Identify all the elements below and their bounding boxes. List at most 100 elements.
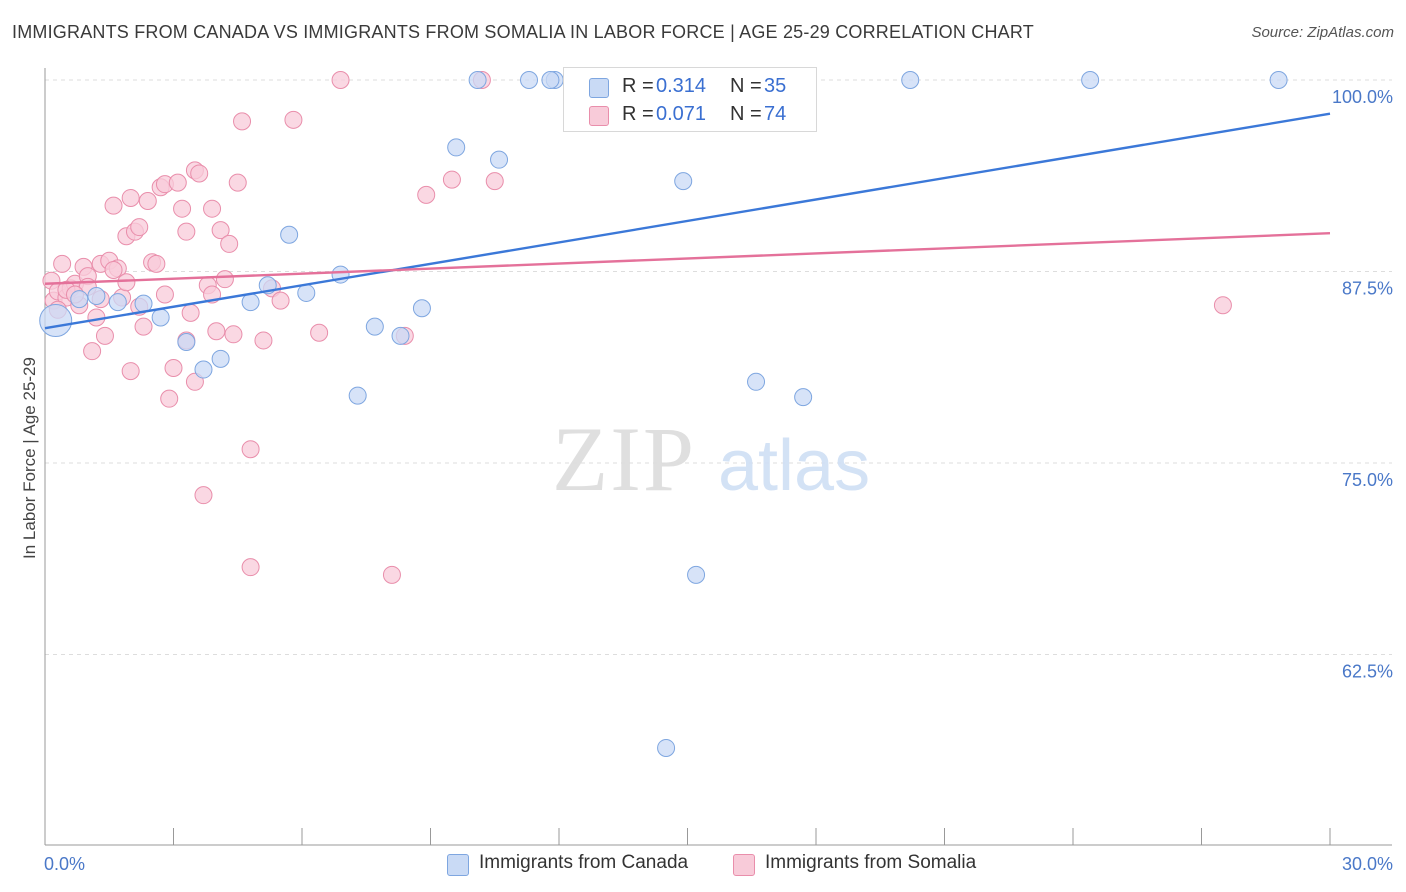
- legend-n-label: N =: [730, 75, 762, 97]
- somalia-point[interactable]: [134, 317, 153, 336]
- canada-point[interactable]: [674, 172, 693, 191]
- legend-r-value-somalia: 0.071: [656, 103, 707, 125]
- legend-row-somalia: R = 0.071 N = 74: [564, 100, 816, 130]
- canada-point[interactable]: [297, 283, 316, 302]
- somalia-point[interactable]: [173, 199, 192, 218]
- canada-point[interactable]: [151, 308, 170, 327]
- legend-swatch-canada: [447, 854, 469, 876]
- somalia-point[interactable]: [241, 440, 260, 459]
- watermark: ZIP atlas: [552, 408, 870, 510]
- canada-point[interactable]: [520, 71, 539, 89]
- somalia-point[interactable]: [442, 170, 461, 189]
- somalia-point[interactable]: [241, 558, 260, 577]
- somalia-point[interactable]: [211, 221, 230, 240]
- canada-point[interactable]: [87, 287, 106, 306]
- somalia-point[interactable]: [95, 326, 114, 345]
- somalia-point[interactable]: [121, 362, 140, 381]
- legend-r-label: R =: [622, 103, 654, 125]
- legend-n-label: N =: [730, 103, 762, 125]
- somalia-point[interactable]: [147, 254, 166, 273]
- legend-swatch-somalia: [589, 106, 609, 126]
- somalia-points: [42, 71, 1232, 584]
- somalia-point[interactable]: [121, 188, 140, 207]
- canada-point[interactable]: [365, 317, 384, 336]
- canada-point[interactable]: [794, 388, 813, 407]
- canada-point[interactable]: [391, 326, 410, 345]
- canada-point[interactable]: [447, 138, 466, 157]
- somalia-point[interactable]: [138, 192, 157, 211]
- somalia-point[interactable]: [207, 322, 226, 341]
- canada-point[interactable]: [70, 290, 89, 309]
- somalia-point[interactable]: [485, 172, 504, 191]
- somalia-point[interactable]: [104, 196, 123, 215]
- somalia-point[interactable]: [168, 173, 187, 192]
- somalia-point[interactable]: [215, 270, 234, 289]
- canada-point[interactable]: [280, 225, 299, 244]
- y-tick-label: 62.5%: [1342, 662, 1393, 682]
- somalia-point[interactable]: [194, 486, 213, 505]
- somalia-point[interactable]: [228, 173, 247, 192]
- stats-legend: R = 0.314 N = 35 R = 0.071 N = 74: [563, 67, 817, 132]
- canada-point[interactable]: [687, 565, 706, 584]
- somalia-point[interactable]: [203, 199, 222, 218]
- somalia-point[interactable]: [181, 303, 200, 322]
- somalia-point[interactable]: [155, 285, 174, 304]
- somalia-point[interactable]: [130, 218, 149, 237]
- somalia-point[interactable]: [220, 234, 239, 253]
- canada-point[interactable]: [1269, 71, 1288, 89]
- somalia-point[interactable]: [233, 112, 252, 131]
- legend-swatch-canada: [589, 78, 609, 98]
- somalia-point[interactable]: [53, 254, 72, 273]
- somalia-point[interactable]: [254, 331, 273, 350]
- legend-label-canada: Immigrants from Canada: [479, 852, 689, 873]
- somalia-point[interactable]: [224, 325, 243, 344]
- y-tick-labels: 62.5% 75.0% 87.5% 100.0%: [1332, 87, 1393, 682]
- somalia-point[interactable]: [271, 291, 290, 310]
- canada-point[interactable]: [177, 332, 196, 351]
- somalia-point[interactable]: [117, 273, 136, 292]
- somalia-point[interactable]: [104, 260, 123, 279]
- somalia-point[interactable]: [382, 565, 401, 584]
- chart-title: IMMIGRANTS FROM CANADA VS IMMIGRANTS FRO…: [12, 22, 1034, 42]
- canada-point[interactable]: [1081, 71, 1100, 89]
- somalia-point[interactable]: [164, 359, 183, 378]
- canada-point[interactable]: [412, 299, 431, 318]
- canada-point[interactable]: [657, 738, 676, 757]
- somalia-point[interactable]: [284, 110, 303, 129]
- canada-point[interactable]: [348, 386, 367, 405]
- somalia-point[interactable]: [190, 164, 209, 183]
- canada-point[interactable]: [747, 372, 766, 391]
- canada-point[interactable]: [468, 71, 487, 89]
- y-tick-label: 75.0%: [1342, 470, 1393, 490]
- canada-point[interactable]: [541, 71, 560, 89]
- canada-point[interactable]: [194, 360, 213, 379]
- somalia-point[interactable]: [310, 323, 329, 342]
- legend-row-canada: R = 0.314 N = 35: [564, 72, 816, 102]
- trend-lines: [44, 112, 1331, 330]
- somalia-point[interactable]: [83, 342, 102, 361]
- somalia-point[interactable]: [160, 389, 179, 408]
- canada-point[interactable]: [490, 150, 509, 169]
- somalia-trend-line: [44, 232, 1331, 285]
- somalia-point[interactable]: [331, 71, 350, 89]
- somalia-point[interactable]: [1213, 296, 1232, 315]
- legend-r-label: R =: [622, 75, 654, 97]
- legend-r-value-canada: 0.314: [656, 75, 707, 97]
- somalia-point[interactable]: [185, 372, 204, 391]
- canada-point[interactable]: [108, 293, 127, 312]
- canada-point[interactable]: [211, 349, 230, 368]
- somalia-point[interactable]: [417, 185, 436, 204]
- x-tick-labels: 0.0% 30.0%: [44, 854, 1393, 874]
- x-tick-label: 30.0%: [1342, 854, 1393, 874]
- canada-point[interactable]: [241, 293, 260, 312]
- canada-point[interactable]: [39, 304, 73, 338]
- chart-source: Source: ZipAtlas.com: [1251, 24, 1394, 41]
- legend-label-somalia: Immigrants from Somalia: [765, 852, 977, 873]
- legend-n-value-canada: 35: [764, 75, 787, 97]
- somalia-point[interactable]: [177, 222, 196, 241]
- y-tick-label: 100.0%: [1332, 87, 1393, 107]
- canada-point[interactable]: [901, 71, 920, 89]
- x-tick-label: 0.0%: [44, 854, 85, 874]
- legend-n-value-somalia: 74: [764, 103, 787, 125]
